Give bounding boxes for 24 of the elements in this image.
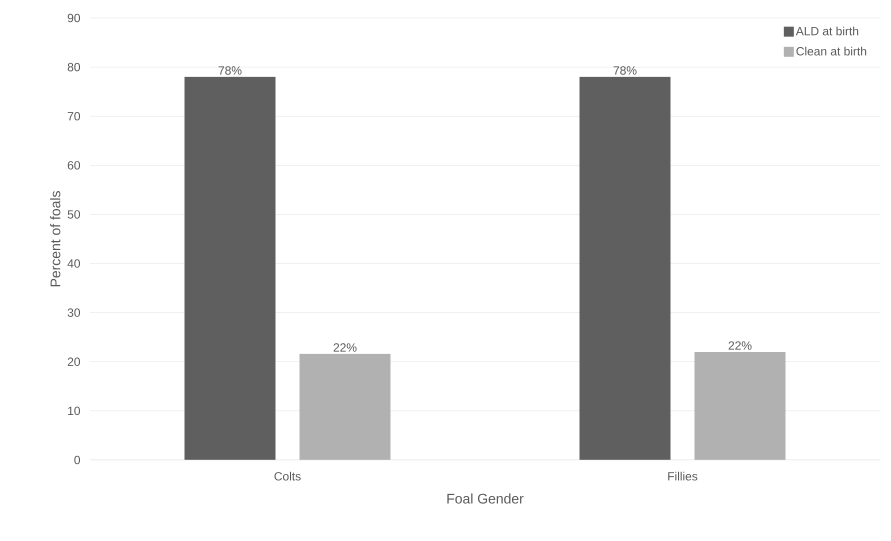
bar [694, 352, 786, 460]
y-tick-label: 0 [74, 456, 80, 464]
data-label: 78% [614, 66, 637, 75]
x-axis-title: Foal Gender [447, 493, 524, 504]
y-tick-label: 90 [68, 14, 80, 22]
legend-label: ALD at birth [796, 26, 858, 36]
y-tick-label: 80 [68, 62, 80, 72]
data-label: 78% [218, 66, 242, 75]
data-label: 22% [728, 341, 752, 350]
y-tick-label: 20 [68, 358, 80, 366]
legend-label: Clean at birth [796, 46, 866, 56]
y-tick-label: 40 [67, 259, 80, 268]
y-tick-label: 10 [68, 406, 80, 416]
bar [184, 76, 276, 460]
bar [580, 76, 671, 460]
y-tick-label: 60 [68, 161, 80, 170]
x-tick-label: Colts [274, 472, 301, 481]
y-tick-label: 70 [68, 112, 80, 120]
y-tick-label: 50 [68, 210, 80, 219]
x-tick-label: Fillies [668, 472, 698, 481]
y-axis-title: Percent of foals [50, 191, 60, 286]
data-label: 22% [334, 343, 357, 352]
bar [300, 354, 391, 460]
y-tick-label: 30 [68, 308, 80, 317]
